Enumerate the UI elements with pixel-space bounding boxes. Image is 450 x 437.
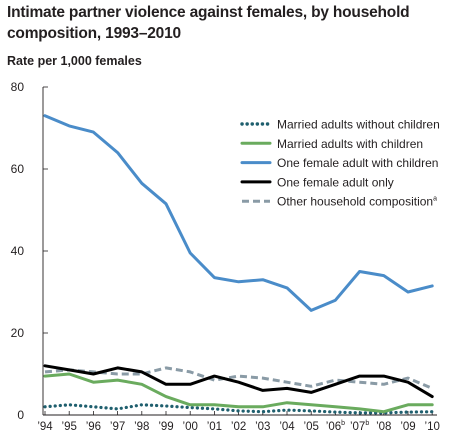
x-tick-label: ’05 (304, 421, 319, 433)
y-tick-label: 20 (11, 326, 25, 340)
x-tick-label: ’97 (110, 421, 125, 433)
y-tick-label: 80 (11, 80, 25, 94)
series-line (43, 364, 434, 399)
x-tick-label: ’10 (425, 421, 440, 433)
series-line (43, 403, 434, 415)
x-tick-label: ’07b (350, 420, 369, 433)
chart-title-line-1: Intimate partner violence against female… (7, 4, 410, 21)
y-tick-label: 40 (11, 244, 25, 258)
series-line (43, 114, 434, 312)
chart-title-line-2: composition, 1993–2010 (7, 25, 181, 42)
y-tick-label: 60 (11, 162, 25, 176)
x-tick-label: ’99 (158, 421, 173, 433)
x-tick-label: ’02 (231, 421, 246, 433)
x-tick-label: ’01 (207, 421, 222, 433)
y-axis-label: Rate per 1,000 females (7, 54, 142, 68)
x-tick-label: ’08 (376, 421, 391, 433)
x-tick-label: ’96 (86, 421, 101, 433)
legend-label: One female adult with children (277, 156, 438, 170)
x-tick-label: ’06b (326, 420, 345, 433)
legend-label: One female adult only (277, 175, 394, 189)
x-tick-label: ’94 (37, 421, 53, 433)
legend-label: Other household compositiona (277, 195, 437, 209)
x-tick-label: ’03 (255, 421, 270, 433)
legend-label: Married adults without children (277, 118, 440, 132)
series-line (43, 372, 434, 414)
x-tick-label: ’00 (183, 421, 198, 433)
x-tick-label: ’04 (279, 421, 295, 433)
x-tick-label: ’09 (400, 421, 415, 433)
y-tick-label: 0 (17, 408, 24, 422)
chart-title: Intimate partner violence against female… (7, 2, 447, 44)
legend-label: Married adults with children (277, 137, 423, 151)
x-tick-label: ’98 (134, 421, 149, 433)
x-tick-label: ’95 (62, 421, 77, 433)
